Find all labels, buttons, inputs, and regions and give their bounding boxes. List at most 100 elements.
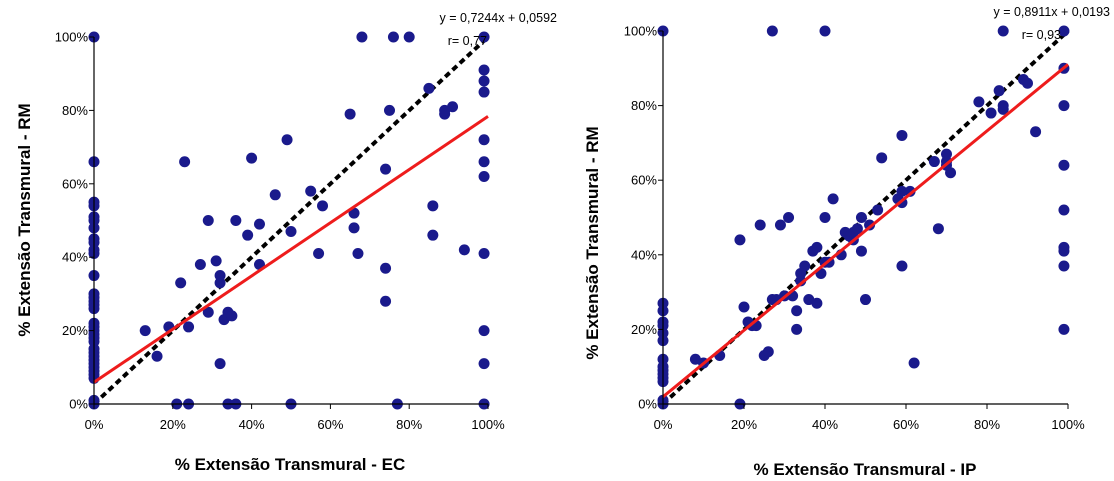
chart-left-point — [478, 325, 490, 337]
chart-left-y-tick-label: 40% — [62, 250, 88, 265]
chart-right-point — [932, 223, 944, 235]
chart-right-point — [766, 25, 778, 37]
chart-left-point — [226, 310, 238, 322]
chart-left-point — [202, 215, 214, 226]
chart-left-point — [183, 321, 195, 333]
chart-right-x-tick-label: 40% — [812, 417, 838, 432]
chart-right-point — [1058, 245, 1070, 257]
chart-left-point — [356, 31, 368, 43]
chart-left-x-tick-label: 60% — [317, 417, 343, 432]
chart-right-x-tick-label: 0% — [654, 417, 673, 432]
chart-left-x-tick-label: 20% — [160, 417, 186, 432]
chart-left-point — [202, 306, 214, 318]
chart-left: 0% 20% 40% 60% 80% 100% 0% 20% 40% 60% 80% 100% y … — [15, 11, 557, 474]
chart-right-point — [734, 234, 746, 246]
chart-left-point — [352, 248, 364, 260]
chart-left-point — [478, 86, 490, 98]
chart-left-point — [478, 156, 490, 168]
chart-left-equation: y = 0,7244x + 0,0592 — [440, 11, 558, 25]
chart-left-point — [269, 189, 281, 201]
chart-left-point — [478, 134, 490, 146]
chart-right-point — [896, 260, 908, 272]
chart-right-y-tick-label: 60% — [631, 173, 657, 188]
chart-right-point — [811, 297, 823, 309]
chart-left-point — [313, 248, 325, 260]
chart-right-x-tick-label: 20% — [731, 417, 757, 432]
chart-right-point — [896, 129, 908, 141]
chart-left-point — [285, 226, 297, 238]
chart-right-point — [928, 156, 940, 168]
chart-left-point — [344, 108, 356, 120]
chart-left-point — [403, 31, 415, 43]
chart-right-point — [819, 25, 831, 37]
chart-right-r-value: r= 0,93 — [1022, 28, 1061, 42]
chart-right-point — [945, 167, 957, 179]
chart-right-point — [1022, 77, 1033, 89]
chart-left-point — [380, 163, 392, 175]
chart-right-point — [762, 346, 774, 358]
chart-right-y-tick-label: 0% — [638, 397, 657, 412]
chart-left-point — [214, 270, 226, 282]
chart-right-y-tick-label: 40% — [631, 247, 657, 262]
chart-right-point — [855, 212, 867, 223]
chart-left-point — [478, 358, 490, 370]
chart-left-point — [380, 295, 392, 307]
chart-left-x-tick-label: 40% — [239, 417, 265, 432]
chart-right-y-tick-label: 80% — [631, 98, 657, 113]
chart-left-point — [348, 222, 360, 234]
chart-left-x-axis-title: % Extensão Transmural - EC — [175, 455, 406, 474]
chart-right-point — [860, 294, 871, 306]
chart-left-y-tick-label: 80% — [62, 103, 88, 118]
chart-right-point — [1030, 126, 1042, 138]
chart-left-point — [253, 218, 265, 230]
chart-left-point — [305, 185, 317, 197]
chart-right-point — [904, 185, 916, 197]
chart-left-point — [427, 200, 439, 212]
chart-left-point — [384, 104, 395, 116]
chart-left-point — [478, 248, 490, 260]
chart-left-point — [478, 31, 490, 43]
chart-right-point — [1058, 159, 1070, 171]
chart-right-point — [819, 212, 831, 223]
chart-right-y-axis-title: % Extensão Transmural - RM — [583, 126, 602, 359]
chart-right-point — [855, 245, 867, 257]
chart-left-point — [139, 325, 151, 337]
chart-right-point — [754, 219, 766, 231]
chart-right-x-tick-label: 80% — [974, 417, 1000, 432]
chart-left-point — [214, 358, 226, 370]
chart-left-point — [281, 134, 293, 146]
chart-right-point — [997, 25, 1009, 37]
chart-right-y-tick-label: 100% — [624, 24, 658, 39]
chart-left-point — [387, 31, 399, 43]
chart-right-point — [811, 241, 823, 253]
chart-left-point — [151, 350, 163, 362]
chart-right-x-tick-label: 60% — [893, 417, 919, 432]
chart-right-point — [791, 305, 803, 317]
chart-left-point — [427, 229, 439, 241]
chart-right-point — [973, 96, 985, 108]
chart-right-point — [1058, 204, 1070, 216]
chart-left-point — [478, 75, 490, 87]
chart-right-plot-area — [657, 25, 1070, 410]
chart-left-point — [478, 170, 490, 182]
chart-right-y-tick-label: 20% — [631, 322, 657, 337]
chart-right-point — [1058, 323, 1070, 335]
chart-right-regression-line — [662, 63, 1069, 398]
chart-left-point — [242, 229, 254, 241]
chart-right-point — [908, 357, 920, 369]
chart-left-point — [458, 244, 470, 256]
chart-left-point — [380, 262, 392, 274]
chart-left-y-tick-label: 0% — [69, 397, 88, 412]
chart-left-regression-line — [93, 115, 489, 384]
chart-left-point — [447, 101, 459, 113]
chart-right-point — [993, 85, 1005, 97]
chart-right-point — [738, 301, 750, 313]
chart-left-y-tick-label: 20% — [62, 323, 88, 338]
chart-left-r-value: r= 0,77 — [448, 34, 487, 48]
chart-right-equation: y = 0,8911x + 0,0193 — [993, 5, 1110, 19]
chart-left-y-ticks: 0% 20% 40% 60% 80% 100% — [55, 30, 94, 412]
chart-left-x-tick-label: 100% — [471, 417, 505, 432]
chart-left-x-tick-label: 80% — [396, 417, 422, 432]
chart-right-point — [1058, 100, 1070, 112]
